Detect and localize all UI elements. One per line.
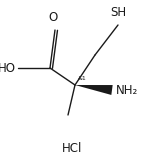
Text: O: O [48, 11, 58, 24]
Text: SH: SH [110, 6, 126, 19]
Text: HO: HO [0, 62, 16, 75]
Polygon shape [75, 85, 113, 95]
Text: &1: &1 [78, 76, 87, 81]
Text: HCl: HCl [62, 141, 82, 155]
Text: NH₂: NH₂ [116, 85, 138, 98]
